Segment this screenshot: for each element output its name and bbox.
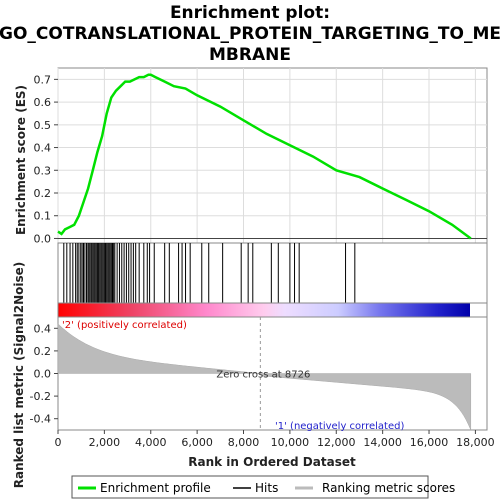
x-tick-label: 0: [55, 436, 62, 449]
x-axis-ticks: 0 2,000 4,000 6,000 8,000 10,000 12,000 14,000 1…: [55, 430, 495, 449]
legend-hits-label: Hits: [255, 481, 278, 495]
es-y-ticks: 0.0 0.1 0.2 0.3 0.4 0.5 0.6 0.7: [34, 73, 58, 245]
x-tick-label: 10,000: [271, 436, 310, 449]
es-y-axis-label: Enrichment score (ES): [14, 85, 28, 235]
x-tick-label: 12,000: [317, 436, 356, 449]
enrichment-profile-line: [57, 73, 472, 240]
x-tick-label: 14,000: [363, 436, 402, 449]
es-y-tick-label: 0.0: [34, 232, 52, 245]
legend: Enrichment profile Hits Ranking metric s…: [71, 475, 455, 499]
x-tick-label: 18,000: [456, 436, 495, 449]
es-panel-frame: [57, 67, 488, 244]
es-y-tick-label: 0.7: [34, 73, 52, 86]
es-y-tick-label: 0.6: [34, 96, 52, 109]
metric-y-tick-label: 0.4: [34, 322, 52, 335]
legend-metric-label: Ranking metric scores: [322, 481, 455, 495]
zero-cross-label: Zero cross at 8726: [216, 370, 310, 381]
x-tick-label: 2,000: [89, 436, 121, 449]
metric-y-tick-label: -0.4: [30, 413, 51, 426]
metric-y-axis-label: Ranked list metric (Signal2Noise): [12, 262, 26, 489]
x-tick-label: 4,000: [135, 436, 167, 449]
legend-enrichment-label: Enrichment profile: [100, 481, 211, 495]
x-tick-label: 6,000: [181, 436, 213, 449]
metric-y-tick-label: -0.2: [30, 390, 51, 403]
ranking-metric-area: [57, 323, 472, 431]
legend-frame: [71, 475, 429, 499]
hits-markers: [63, 243, 356, 303]
es-y-tick-label: 0.2: [34, 187, 52, 200]
x-tick-label: 8,000: [228, 436, 260, 449]
es-y-tick-label: 0.5: [34, 119, 52, 132]
x-tick-label: 16,000: [410, 436, 449, 449]
chart-title-line-1: Enrichment plot:: [170, 3, 330, 23]
es-y-tick-label: 0.4: [34, 142, 52, 155]
rank-color-band: [58, 303, 470, 317]
chart-title-line-2: GO_COTRANSLATIONAL_PROTEIN_TARGETING_TO_…: [0, 24, 500, 44]
es-y-tick-label: 0.3: [34, 164, 52, 177]
es-grid: [57, 68, 487, 243]
hits-panel-frame: [57, 242, 488, 304]
negative-label: '1' (negatively correlated): [275, 421, 404, 432]
es-y-tick-label: 0.1: [34, 210, 52, 223]
metric-y-tick-label: 0.0: [34, 368, 52, 381]
chart-title-line-3: MBRANE: [209, 45, 291, 65]
x-axis-label: Rank in Ordered Dataset: [188, 455, 356, 469]
metric-y-ticks: 0.4 0.2 0.0 -0.2 -0.4: [30, 322, 58, 426]
metric-y-tick-label: 0.2: [34, 345, 52, 358]
positive-label: '2' (positively correlated): [62, 320, 187, 331]
